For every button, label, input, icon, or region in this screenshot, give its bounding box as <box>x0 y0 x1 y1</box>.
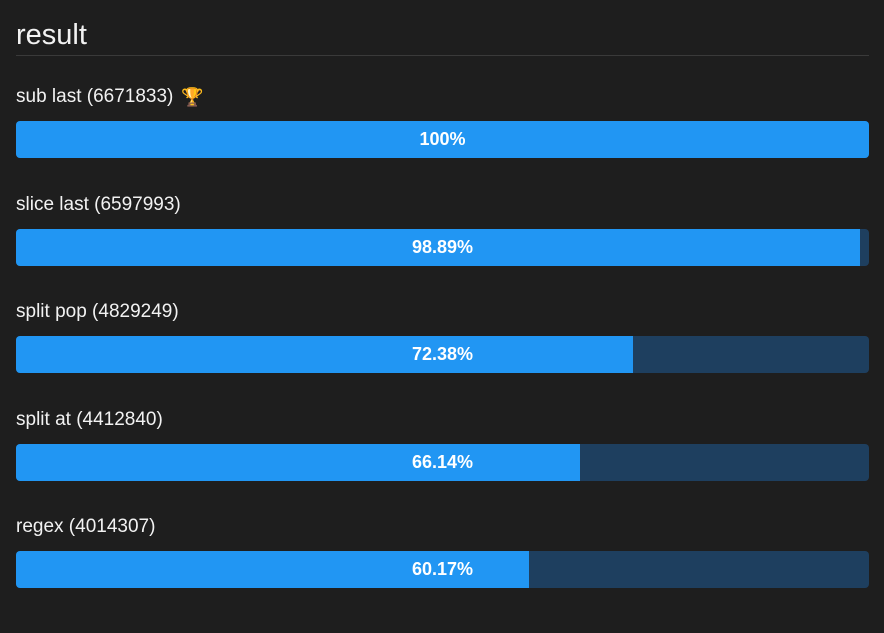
result-percent: 72.38% <box>411 344 474 364</box>
result-bar: 98.89% <box>16 228 869 266</box>
result-bar: 100% <box>16 121 869 158</box>
result-label: slice last (6597993) <box>16 193 181 215</box>
result-bar-fill <box>16 228 860 266</box>
result-label: split at (4412840) <box>16 408 163 430</box>
result-label: sub last (6671833) <box>16 86 174 107</box>
result-label-row: split pop (4829249) <box>16 300 179 324</box>
result-bar-fill <box>16 551 530 588</box>
result-item: split at (4412840) 66.14% <box>16 408 869 481</box>
result-label-row: slice last (6597993) <box>16 193 181 217</box>
results-title: result <box>16 19 87 51</box>
result-item: sub last (6671833) 🏆 100% <box>16 85 869 158</box>
result-bar: 66.14% <box>16 443 869 481</box>
result-bar: 60.17% <box>16 551 869 588</box>
result-label: split pop (4829249) <box>16 301 179 322</box>
result-percent: 100% <box>419 129 466 149</box>
result-bar: 72.38% <box>16 336 869 373</box>
result-bar-fill <box>16 443 581 481</box>
result-item: split pop (4829249) 72.38% <box>16 300 869 373</box>
result-label-row: split at (4412840) <box>16 408 163 432</box>
result-item: slice last (6597993) 98.89% <box>16 193 869 266</box>
trophy-icon: 🏆 <box>181 87 204 107</box>
result-bar-fill <box>16 121 869 158</box>
result-bar-fill <box>16 336 634 373</box>
result-percent: 60.17% <box>411 559 474 579</box>
result-label: regex (4014307) <box>16 516 156 537</box>
result-label-row: sub last (6671833) 🏆 <box>16 85 204 109</box>
result-percent: 66.14% <box>411 451 474 472</box>
result-item: regex (4014307) 60.17% <box>16 515 869 588</box>
title-divider <box>16 55 869 56</box>
result-percent: 98.89% <box>411 236 474 257</box>
result-label-row: regex (4014307) <box>16 515 155 539</box>
